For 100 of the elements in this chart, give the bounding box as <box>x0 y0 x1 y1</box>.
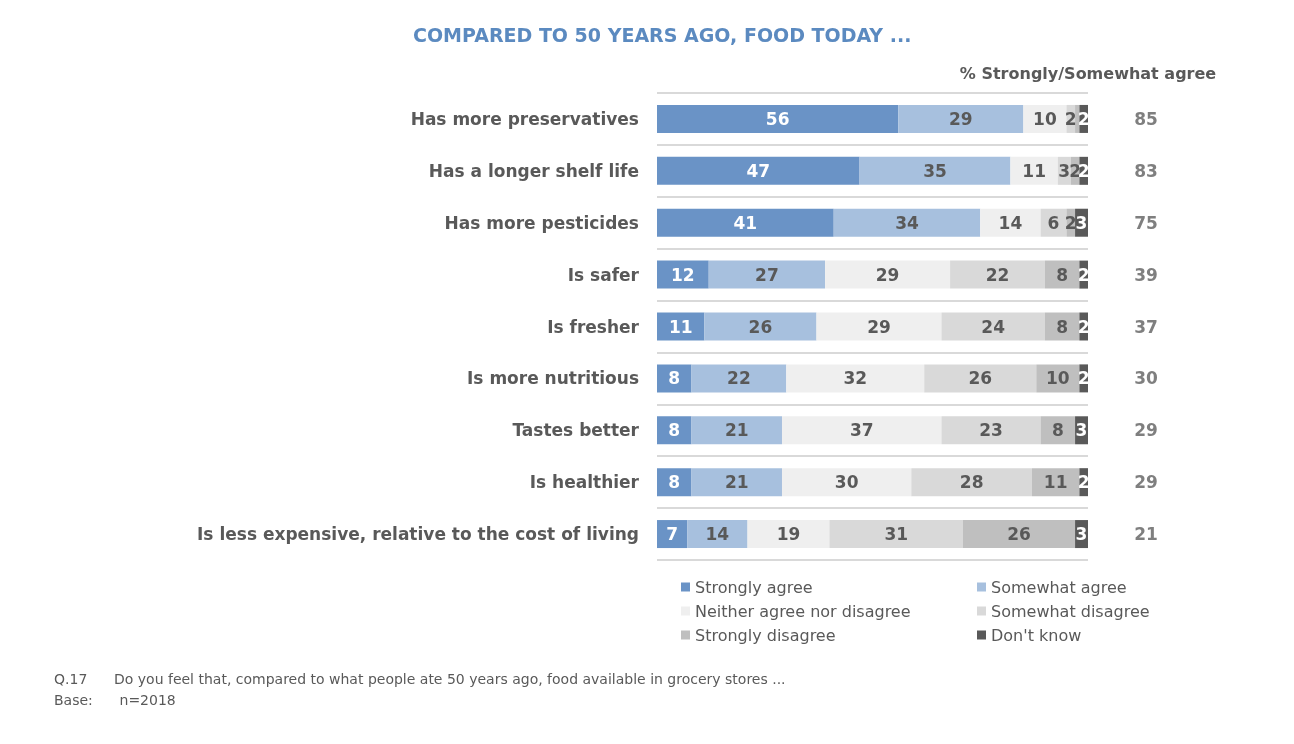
data-label: 3 <box>1075 212 1088 233</box>
data-label: 11 <box>1043 472 1068 493</box>
data-label: 8 <box>1056 316 1069 337</box>
data-label: 19 <box>776 524 801 545</box>
data-label: 2 <box>1064 212 1077 233</box>
bar <box>704 312 817 341</box>
data-label: 10 <box>1033 108 1057 129</box>
text: 37 <box>1134 316 1158 337</box>
bar <box>1010 156 1058 185</box>
bar <box>825 260 951 289</box>
y-tick-label: Is less expensive, relative to the cost of living <box>197 524 639 545</box>
bar <box>781 468 912 497</box>
data-label: 3 <box>1075 524 1088 545</box>
data-label: 8 <box>668 472 681 493</box>
bar <box>691 364 787 393</box>
data-label: 31 <box>884 524 909 545</box>
data-label: 21 <box>724 472 749 493</box>
data-label: 8 <box>1051 420 1064 441</box>
data-label: 27 <box>755 264 779 285</box>
data-label: 2 <box>1077 472 1090 493</box>
data-label: 28 <box>959 472 984 493</box>
data-label: 37 <box>849 420 874 441</box>
legend-label: Somewhat disagree <box>991 601 1150 621</box>
data-label: 34 <box>895 212 919 233</box>
bar <box>941 312 1045 341</box>
legend-label: Don't know <box>991 625 1082 645</box>
data-label: 56 <box>765 108 790 129</box>
y-tick-label: Is safer <box>567 264 640 285</box>
data-label: 8 <box>668 420 681 441</box>
bar <box>980 208 1041 237</box>
bar <box>924 364 1037 393</box>
y-tick-label: Has more preservatives <box>410 108 639 129</box>
bar <box>829 520 964 549</box>
data-label: 10 <box>1045 368 1070 389</box>
bar <box>816 312 942 341</box>
text: Q.17 Do you feel that, compared to what people ate 50 years ago, food available in grocery stores ... <box>54 671 786 687</box>
bar <box>963 520 1076 549</box>
text: 29 <box>1134 420 1158 441</box>
data-label: 2 <box>1077 108 1090 129</box>
data-label: 2 <box>1069 160 1081 181</box>
text: 30 <box>1134 368 1158 389</box>
data-label: 47 <box>746 160 771 181</box>
bar <box>898 104 1024 133</box>
data-label: 14 <box>998 212 1023 233</box>
data-label: 11 <box>1022 160 1046 181</box>
bar <box>950 260 1045 289</box>
data-label: 8 <box>1056 264 1069 285</box>
bar <box>911 468 1032 497</box>
text: 39 <box>1134 264 1158 285</box>
data-label: 14 <box>705 524 730 545</box>
bar <box>657 208 834 237</box>
y-tick-label: Is healthier <box>529 472 640 493</box>
text: 21 <box>1134 524 1158 545</box>
data-label: 30 <box>834 472 859 493</box>
bar <box>687 520 748 549</box>
y-tick-label: Is fresher <box>547 316 640 337</box>
data-label: 29 <box>875 264 900 285</box>
data-label: 26 <box>968 368 993 389</box>
data-label: 32 <box>843 368 868 389</box>
bar <box>786 364 925 393</box>
legend-label: Somewhat agree <box>991 577 1127 597</box>
bar <box>833 208 981 237</box>
bar <box>859 156 1011 185</box>
data-label: 3 <box>1058 160 1071 181</box>
data-label: 3 <box>1075 420 1088 441</box>
legend-label: Strongly disagree <box>695 625 836 645</box>
bar <box>941 416 1041 445</box>
y-tick-label: Tastes better <box>512 420 640 441</box>
data-label: 2 <box>1077 316 1090 337</box>
bar <box>657 156 860 185</box>
data-label: 22 <box>727 368 751 389</box>
chart-title: COMPARED TO 50 YEARS AGO, FOOD TODAY ... <box>413 23 912 46</box>
bar <box>657 520 688 549</box>
bar <box>657 104 899 133</box>
bar <box>747 520 830 549</box>
data-label: 21 <box>724 420 749 441</box>
data-label: 29 <box>949 108 973 129</box>
text: Base: n=2018 <box>54 692 176 708</box>
data-label: 22 <box>985 264 1010 285</box>
bar <box>781 416 942 445</box>
y-tick-label: Is more nutritious <box>467 368 639 389</box>
data-label: 2 <box>1064 108 1077 129</box>
text: 83 <box>1134 160 1158 181</box>
data-label: 8 <box>668 368 681 389</box>
y2-axis-title: % Strongly/Somewhat agree <box>959 63 1217 83</box>
data-label: 29 <box>867 316 891 337</box>
text: 85 <box>1134 108 1158 129</box>
bar <box>708 260 826 289</box>
legend-label: Neither agree nor disagree <box>695 601 911 621</box>
data-label: 35 <box>923 160 947 181</box>
legend-label: Strongly agree <box>695 577 813 597</box>
data-label: 6 <box>1047 212 1060 233</box>
data-label: 26 <box>1007 524 1031 545</box>
data-label: 2 <box>1077 368 1090 389</box>
data-label: 23 <box>979 420 1003 441</box>
data-label: 11 <box>668 316 693 337</box>
data-label: 41 <box>733 212 758 233</box>
bar <box>691 416 782 445</box>
data-label: 26 <box>748 316 773 337</box>
data-label: 7 <box>666 524 679 545</box>
